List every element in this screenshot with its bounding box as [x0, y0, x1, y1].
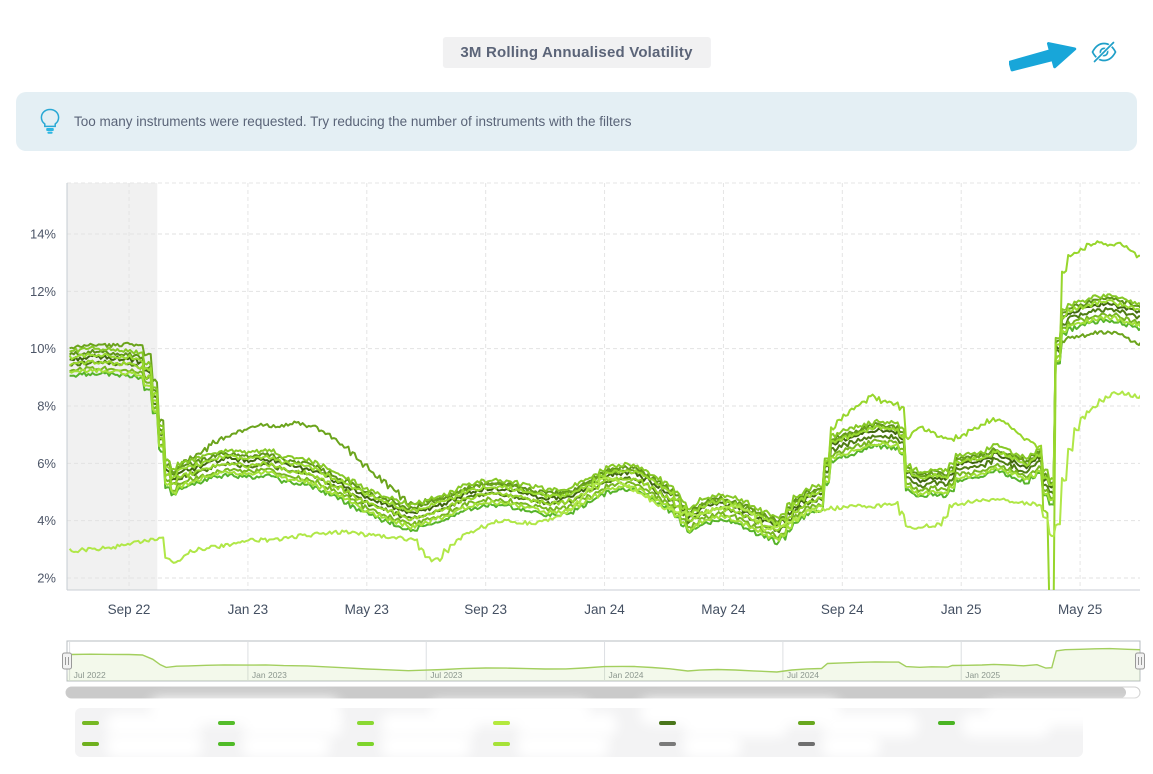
- legend-item-marker[interactable]: [218, 742, 235, 746]
- legend-item-marker[interactable]: [82, 721, 99, 725]
- navigator-label: Jan 2024: [609, 670, 644, 680]
- y-axis-label: 12%: [30, 284, 56, 299]
- legend-blur-overlay: [430, 701, 590, 725]
- navigator-area: [67, 648, 1140, 681]
- volatility-chart: 2% 4% 6% 8% 10% 12% 14% Sep 22 Jan 23 May 23 Sep 2…: [30, 182, 1145, 699]
- y-axis-label: 14%: [30, 227, 56, 242]
- chart-title: 3M Rolling Annualised Volatility: [442, 37, 711, 68]
- legend-item-marker[interactable]: [659, 721, 676, 725]
- line-series-7: [69, 318, 1140, 546]
- hide-chart-eye-off-icon[interactable]: [1091, 40, 1117, 64]
- legend-item-marker[interactable]: [357, 721, 374, 725]
- x-axis-label: Sep 23: [464, 602, 507, 617]
- legend-label-blurred: [242, 734, 330, 758]
- navigator-label: Jan 2025: [965, 670, 1000, 680]
- x-axis-label: May 25: [1058, 602, 1102, 617]
- navigator-series: [69, 647, 1140, 673]
- scrollbar-thumb[interactable]: [66, 687, 1126, 698]
- legend-item-marker[interactable]: [82, 742, 99, 746]
- series-lines: [68, 240, 1140, 590]
- navigator-label: Jan 2023: [252, 670, 287, 680]
- legend-item-marker[interactable]: [798, 721, 815, 725]
- x-axis-label: Sep 24: [821, 602, 864, 617]
- x-axis-label: Sep 22: [108, 602, 151, 617]
- x-axis-label: Jan 23: [228, 602, 269, 617]
- legend-item-marker[interactable]: [938, 721, 955, 725]
- y-axis-label: 6%: [37, 456, 56, 471]
- header: 3M Rolling Annualised Volatility: [0, 0, 1153, 86]
- x-axis-label: May 24: [701, 602, 746, 617]
- legend-blur-overlay: [985, 702, 1153, 726]
- y-axis-label: 8%: [37, 399, 56, 414]
- legend-blur-overlay: [150, 698, 340, 724]
- legend-label-blurred: [381, 734, 471, 758]
- annotation-arrow-icon: [1008, 42, 1077, 72]
- line-series-9: [69, 315, 1140, 542]
- y-axis-label: 2%: [37, 571, 56, 586]
- banner-message: Too many instruments were requested. Try…: [74, 114, 632, 129]
- legend-item-marker[interactable]: [493, 742, 510, 746]
- line-series-6: [69, 293, 1140, 520]
- info-banner: Too many instruments were requested. Try…: [16, 92, 1137, 151]
- plot-band: [67, 183, 158, 590]
- line-series-11: [68, 390, 1140, 564]
- legend-label-blurred: [683, 734, 741, 758]
- legend-blur-overlay: [640, 699, 840, 725]
- line-series-10: [68, 240, 1140, 590]
- line-series-1: [69, 301, 1140, 527]
- legend-item-marker[interactable]: [357, 742, 374, 746]
- line-series-5: [69, 312, 1140, 540]
- legend-item-marker[interactable]: [659, 742, 676, 746]
- legend-label-blurred: [106, 734, 202, 758]
- lightbulb-icon: [40, 108, 60, 134]
- x-axis-label: Jan 25: [941, 602, 982, 617]
- navigator-label: Jul 2022: [74, 670, 106, 680]
- legend-item-marker[interactable]: [798, 742, 815, 746]
- navigator-handle-left[interactable]: [62, 652, 72, 670]
- x-axis-label: Jan 24: [584, 602, 625, 617]
- navigator-handle-right[interactable]: [1135, 652, 1145, 670]
- navigator-label: Jul 2023: [430, 670, 462, 680]
- legend-label-blurred: [517, 734, 609, 758]
- legend-label-blurred: [822, 734, 880, 758]
- navigator-label: Jul 2024: [787, 670, 819, 680]
- legend-item-marker[interactable]: [218, 721, 235, 725]
- line-series-8: [68, 299, 1140, 527]
- legend-item-marker[interactable]: [493, 721, 510, 725]
- y-axis-label: 4%: [37, 513, 56, 528]
- line-series-4: [69, 330, 1140, 525]
- x-axis-label: May 23: [345, 602, 389, 617]
- y-axis-label: 10%: [30, 341, 56, 356]
- chart-legend: [75, 698, 1153, 758]
